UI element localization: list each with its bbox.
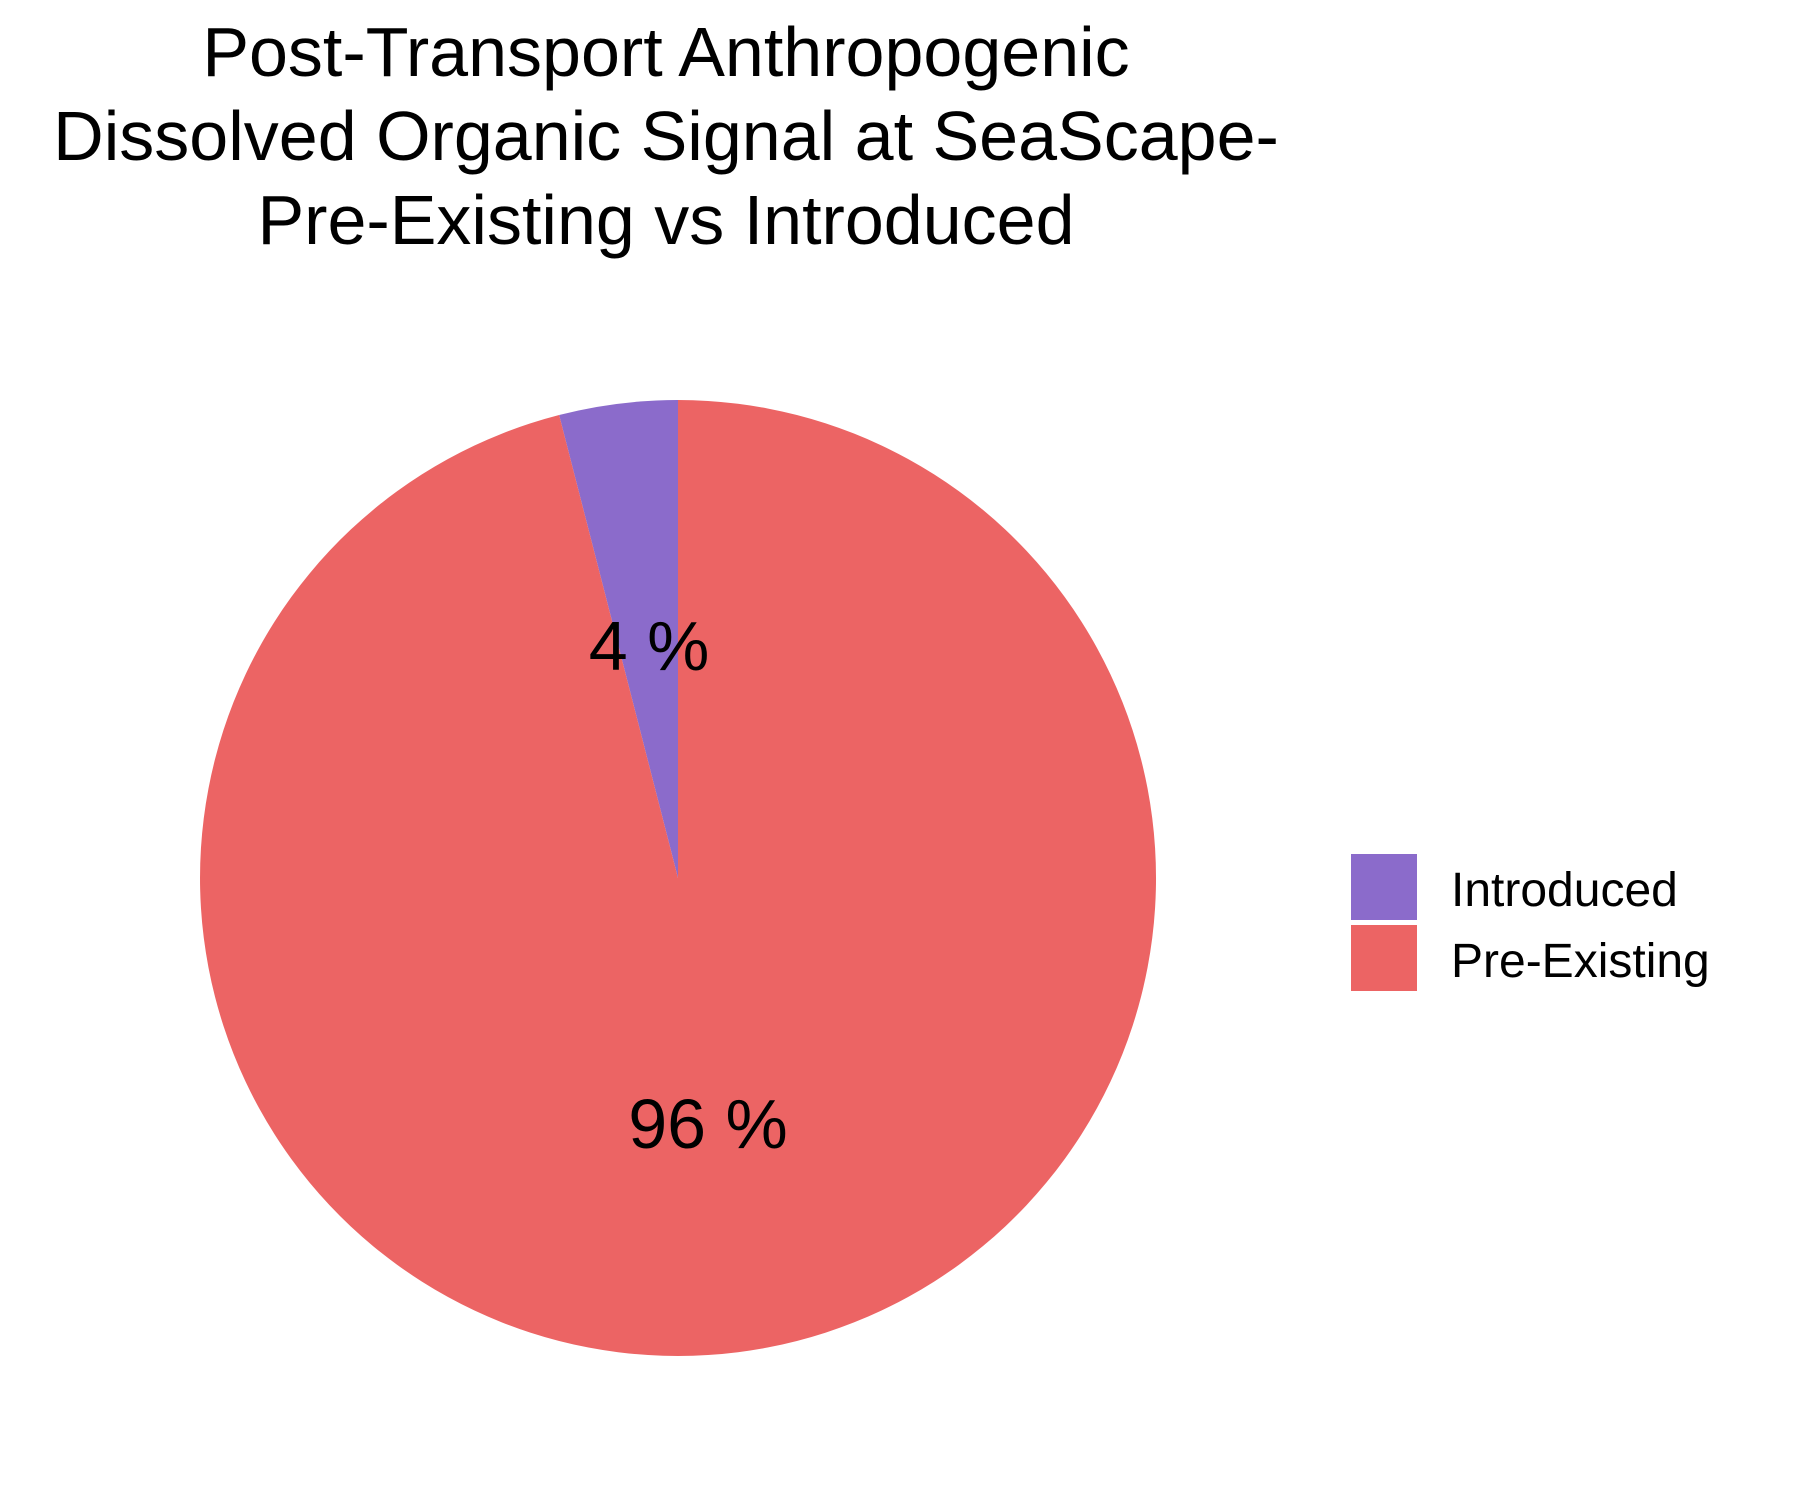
pie-slice-introduced xyxy=(559,400,678,878)
chart-title-line-3: Pre-Existing vs Introduced xyxy=(257,181,1074,259)
pie-labels: 4 % 96 % xyxy=(589,607,788,1163)
pie-label-introduced: 4 % xyxy=(589,607,710,685)
legend-label-pre-existing: Pre-Existing xyxy=(1451,935,1710,988)
pie-slices xyxy=(200,400,1157,1356)
pie-slice-pre-existing xyxy=(200,400,1157,1356)
chart-title-line-2: Dissolved Organic Signal at SeaScape- xyxy=(53,97,1279,175)
pie-label-pre-existing: 96 % xyxy=(628,1085,788,1163)
legend-label-introduced: Introduced xyxy=(1451,864,1678,917)
legend: Introduced Pre-Existing xyxy=(1351,854,1710,991)
legend-key-pre-existing xyxy=(1351,925,1417,991)
chart-title: Post-Transport Anthropogenic Dissolved O… xyxy=(53,13,1279,259)
chart-title-line-1: Post-Transport Anthropogenic xyxy=(202,13,1129,91)
legend-key-introduced xyxy=(1351,854,1417,920)
